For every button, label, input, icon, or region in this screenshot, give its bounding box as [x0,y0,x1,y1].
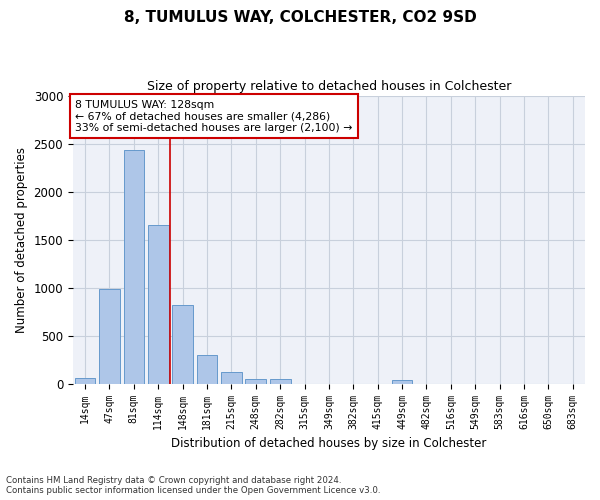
Y-axis label: Number of detached properties: Number of detached properties [15,146,28,332]
Bar [148,225,169,384]
X-axis label: Distribution of detached houses by size in Colchester: Distribution of detached houses by size … [171,437,487,450]
Title: Size of property relative to detached houses in Colchester: Size of property relative to detached ho… [147,80,511,93]
Text: Contains HM Land Registry data © Crown copyright and database right 2024.
Contai: Contains HM Land Registry data © Crown c… [6,476,380,495]
Text: 8 TUMULUS WAY: 128sqm
← 67% of detached houses are smaller (4,286)
33% of semi-d: 8 TUMULUS WAY: 128sqm ← 67% of detached … [76,100,353,133]
Bar [197,356,217,384]
Bar [392,380,412,384]
Bar [270,380,290,384]
Bar [124,150,144,384]
Bar [172,305,193,384]
Bar [99,288,120,384]
Bar [221,372,242,384]
Bar [245,379,266,384]
Text: 8, TUMULUS WAY, COLCHESTER, CO2 9SD: 8, TUMULUS WAY, COLCHESTER, CO2 9SD [124,10,476,25]
Bar [75,378,95,384]
